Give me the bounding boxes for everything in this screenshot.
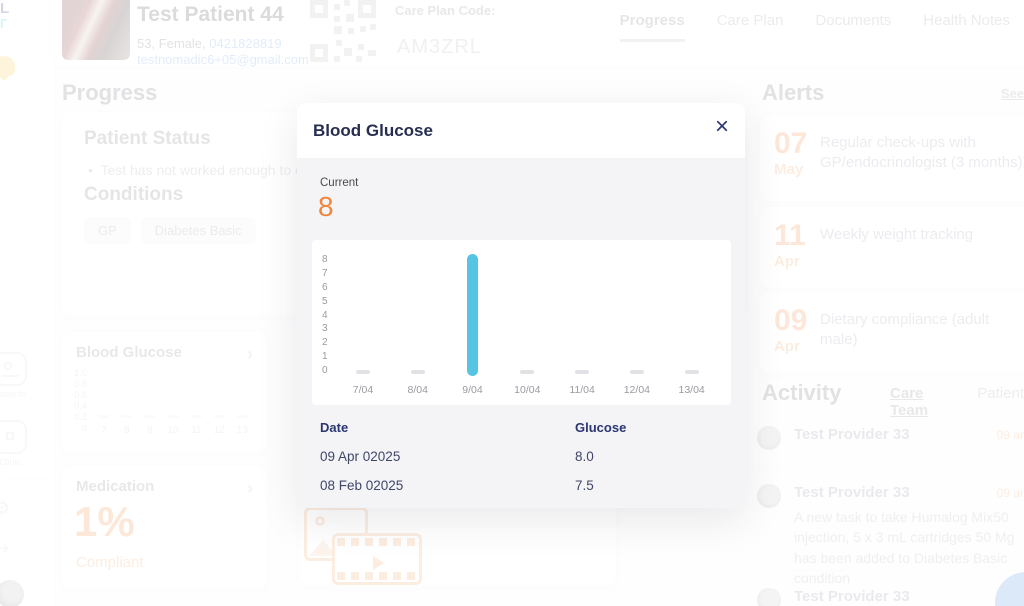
y-tick-label: 5 [322,295,328,307]
x-tick-label: 9/04 [462,384,483,396]
modal-header: Blood Glucose × [297,103,745,158]
zero-value-dash [575,370,590,374]
blood-glucose-modal: Blood Glucose × Current 8 8 7 6 5 4 3 2 1 0 7/04… [297,103,745,508]
table-row: 08 Feb 02025 7.5 [320,471,725,500]
zero-value-dash [355,370,370,374]
bar-area [555,254,610,376]
column-header-date: Date [320,420,349,435]
y-tick-label: 6 [322,281,328,293]
y-tick-label: 2 [322,337,328,349]
reading-value: 7.5 [575,478,594,493]
x-tick-label: 7/04 [352,384,374,396]
chart-column: 13/04 [664,254,719,396]
chart-column: 8/04 [390,254,445,396]
chart-plot: 7/04 8/04 9/04 10/04 11/04 12/04 13/04 [336,254,719,396]
x-tick-label: 11/04 [569,384,595,396]
chart-column: 11/04 [555,254,610,396]
column-header-glucose: Glucose [575,420,627,435]
glucose-bar [467,254,479,376]
glucose-readings-table: Date Glucose 09 Apr 02025 8.0 08 Feb 020… [320,413,725,500]
bar-area [390,254,445,376]
chart-column: 10/04 [500,254,555,396]
table-header-row: Date Glucose [320,413,725,442]
x-tick-label: 13/04 [678,384,705,396]
bar-area [445,254,500,376]
y-tick-label: 7 [322,267,328,279]
y-tick-label: 3 [322,323,328,335]
chart-column: 12/04 [609,254,664,396]
x-tick-label: 10/04 [514,384,541,396]
current-glucose-value: 8 [318,191,334,222]
x-tick-label: 12/04 [623,384,650,396]
chart-column: 9/04 [445,254,500,396]
reading-date: 08 Feb 02025 [320,478,404,493]
bar-area [609,254,664,376]
zero-value-dash [684,370,699,374]
zero-value-dash [520,370,535,374]
zero-value-dash [410,370,425,374]
reading-value: 8.0 [575,449,594,464]
bar-area [500,254,555,376]
blood-glucose-chart: 8 7 6 5 4 3 2 1 0 7/04 8/04 9/04 10/04 11/04 12/04 13/… [312,240,731,405]
bar-area [336,254,391,376]
y-tick-label: 0 [322,365,328,376]
y-tick-label: 1 [322,351,328,363]
table-row: 09 Apr 02025 8.0 [320,442,725,471]
chart-y-axis: 8 7 6 5 4 3 2 1 0 [322,254,336,376]
y-tick-label: 8 [322,254,328,265]
zero-value-dash [629,370,644,374]
bar-area [664,254,719,376]
current-label: Current [320,177,359,189]
x-tick-label: 8/04 [407,384,428,396]
y-tick-label: 4 [322,309,328,321]
modal-title: Blood Glucose [313,121,433,140]
reading-date: 09 Apr 02025 [320,449,401,464]
close-icon[interactable]: × [714,113,729,140]
chart-column: 7/04 [336,254,391,396]
